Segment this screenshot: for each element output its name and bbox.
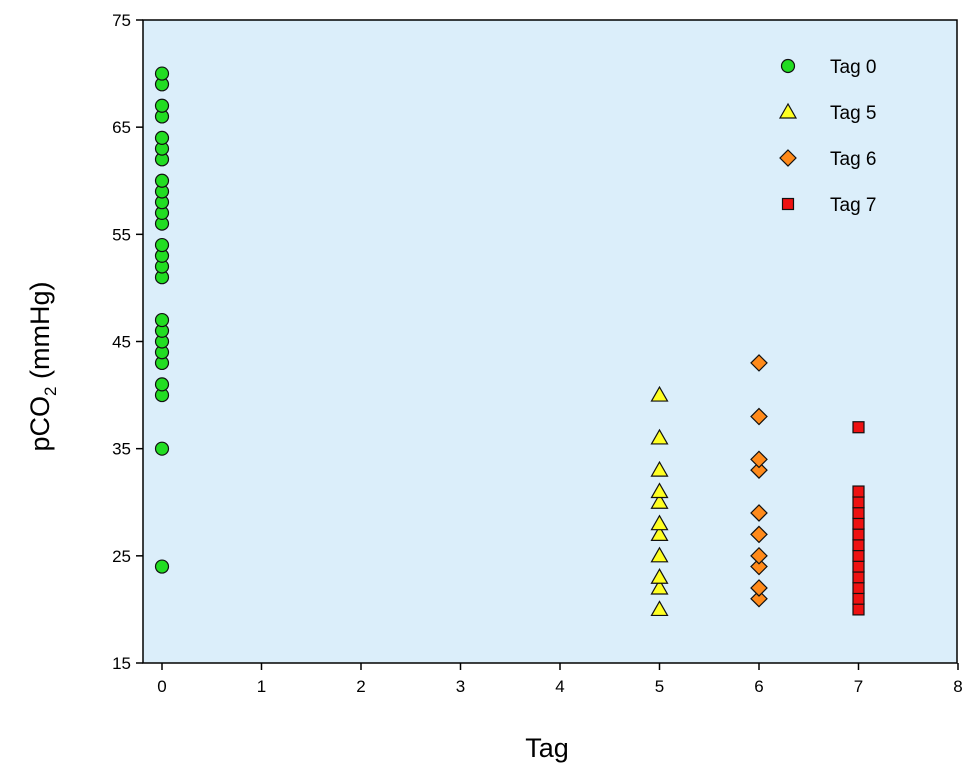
legend-marker bbox=[781, 197, 795, 211]
x-tick-label: 5 bbox=[655, 677, 664, 696]
data-point bbox=[852, 496, 865, 509]
data-point bbox=[852, 560, 865, 573]
data-point bbox=[650, 600, 669, 617]
x-tick-label: 3 bbox=[456, 677, 465, 696]
data-point bbox=[154, 559, 170, 574]
data-point bbox=[750, 557, 768, 576]
plot-area bbox=[142, 19, 958, 664]
legend-label: Tag 7 bbox=[830, 195, 876, 216]
legend-label: Tag 0 bbox=[830, 57, 876, 78]
x-tick-label: 8 bbox=[953, 677, 962, 696]
series-tag-7 bbox=[852, 421, 865, 616]
data-point bbox=[852, 603, 865, 616]
data-points bbox=[154, 66, 865, 617]
legend-label: Tag 6 bbox=[830, 149, 876, 170]
legend-item: Tag 7 bbox=[781, 195, 876, 216]
data-point bbox=[650, 514, 669, 531]
x-tick-label: 1 bbox=[257, 677, 266, 696]
legend-item: Tag 5 bbox=[778, 102, 876, 124]
y-tick-label: 45 bbox=[112, 333, 131, 352]
data-point bbox=[750, 589, 768, 608]
data-point bbox=[650, 525, 669, 542]
legend-item: Tag 0 bbox=[780, 57, 876, 78]
data-point bbox=[650, 460, 669, 477]
y-tick-label: 35 bbox=[112, 440, 131, 459]
data-point bbox=[650, 385, 669, 402]
data-point bbox=[852, 549, 865, 562]
data-point bbox=[852, 581, 865, 595]
x-tick-label: 7 bbox=[854, 677, 863, 696]
data-point bbox=[750, 407, 768, 426]
data-point bbox=[154, 237, 170, 253]
data-point bbox=[154, 377, 170, 392]
data-point bbox=[750, 525, 768, 544]
y-tick-label: 65 bbox=[112, 118, 131, 137]
data-point bbox=[650, 493, 669, 509]
x-tick-label: 0 bbox=[157, 677, 166, 696]
data-point bbox=[852, 506, 865, 520]
data-point bbox=[750, 579, 768, 597]
data-point bbox=[154, 312, 170, 328]
series-tag-5 bbox=[650, 385, 669, 617]
x-tick-label: 2 bbox=[356, 677, 365, 696]
series-tag-6 bbox=[750, 354, 768, 608]
data-point bbox=[154, 130, 170, 145]
data-point bbox=[852, 539, 865, 552]
series-tag-0 bbox=[154, 66, 170, 574]
legend-marker bbox=[779, 149, 797, 167]
data-point bbox=[154, 441, 170, 456]
y-axis-title-main: pCO bbox=[25, 396, 55, 452]
data-point bbox=[650, 428, 669, 445]
data-point bbox=[650, 568, 669, 584]
y-tick-label: 55 bbox=[112, 225, 131, 244]
data-point bbox=[852, 485, 865, 498]
data-point bbox=[650, 482, 669, 499]
y-axis-title-unit: (mmHg) bbox=[25, 282, 55, 387]
y-tick-label: 25 bbox=[112, 547, 131, 566]
data-point bbox=[852, 528, 865, 541]
x-tick-label: 4 bbox=[555, 677, 564, 696]
data-point bbox=[750, 450, 768, 469]
x-tick-label: 6 bbox=[754, 677, 763, 696]
data-point bbox=[852, 421, 865, 434]
legend-marker bbox=[778, 102, 798, 119]
legend: Tag 0 Tag 5 Tag 6 Tag 7 bbox=[778, 57, 876, 216]
data-point bbox=[154, 173, 170, 188]
legend-label: Tag 5 bbox=[830, 103, 876, 124]
data-point bbox=[750, 461, 768, 479]
y-tick-label: 15 bbox=[112, 654, 131, 673]
y-tick-label: 75 bbox=[112, 11, 131, 30]
data-point bbox=[852, 517, 865, 530]
data-point bbox=[650, 578, 669, 595]
y-axis: 15 25 35 45 55 65 75 bbox=[112, 11, 143, 673]
legend-item: Tag 6 bbox=[779, 149, 876, 170]
data-point bbox=[852, 571, 865, 584]
y-axis-title-subscript: 2 bbox=[41, 386, 60, 395]
data-point bbox=[750, 354, 768, 372]
data-point bbox=[750, 504, 768, 522]
data-point bbox=[750, 546, 768, 565]
x-axis-title: Tag bbox=[525, 733, 569, 763]
data-point bbox=[154, 98, 170, 113]
data-point bbox=[650, 546, 669, 563]
x-axis: 0 1 2 3 4 5 6 7 8 bbox=[157, 663, 962, 696]
data-point bbox=[154, 66, 170, 81]
legend-marker bbox=[780, 58, 796, 74]
data-point bbox=[852, 592, 865, 605]
y-axis-title: pCO2 (mmHg) bbox=[25, 282, 60, 452]
